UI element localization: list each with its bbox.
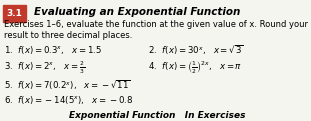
Text: 2.  $f(x) = 30^x$,   $x = \sqrt{3}$: 2. $f(x) = 30^x$, $x = \sqrt{3}$	[148, 43, 244, 57]
Text: 3.1: 3.1	[7, 9, 23, 18]
Text: Evaluating an Exponential Function: Evaluating an Exponential Function	[34, 7, 240, 17]
Text: 6.  $f(x) = -14(5^x)$,   $x = -0.8$: 6. $f(x) = -14(5^x)$, $x = -0.8$	[4, 94, 133, 106]
Text: Exponential Function   In Exercises: Exponential Function In Exercises	[69, 111, 245, 120]
Text: 3.  $f(x) = 2^x$,   $x = \frac{2}{3}$: 3. $f(x) = 2^x$, $x = \frac{2}{3}$	[4, 59, 86, 76]
Text: Exercises 1–6, evaluate the function at the given value of x. Round your result : Exercises 1–6, evaluate the function at …	[4, 20, 308, 40]
FancyBboxPatch shape	[3, 5, 26, 22]
Text: 5.  $f(x) = 7(0.2^x)$,   $x = -\sqrt{11}$: 5. $f(x) = 7(0.2^x)$, $x = -\sqrt{11}$	[4, 78, 131, 92]
Text: 4.  $f(x) = \left(\frac{1}{2}\right)^{2x}$,   $x = \pi$: 4. $f(x) = \left(\frac{1}{2}\right)^{2x}…	[148, 59, 243, 76]
Text: 1.  $f(x) = 0.3^x$,   $x = 1.5$: 1. $f(x) = 0.3^x$, $x = 1.5$	[4, 44, 103, 56]
